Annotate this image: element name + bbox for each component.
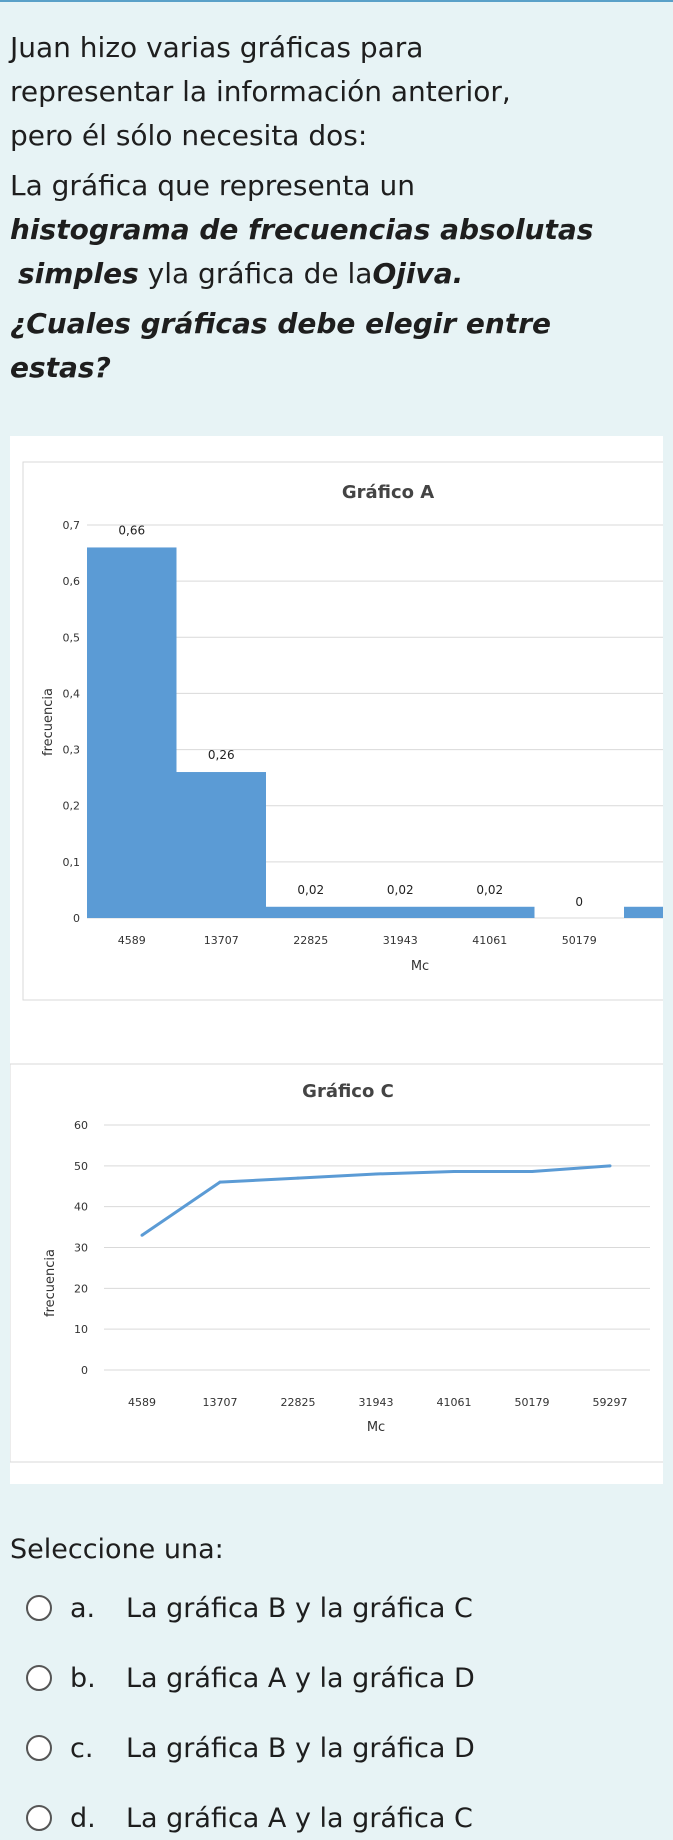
option-text: La gráfica B y la gráfica C bbox=[126, 1592, 473, 1624]
chart-c-ytick: 60 bbox=[74, 1119, 88, 1132]
question-line: representar la información anterior, bbox=[10, 75, 511, 108]
chart-c-ytick: 40 bbox=[74, 1201, 88, 1214]
chart-c-xtick: 50179 bbox=[515, 1396, 550, 1409]
chart-a-ylabel: frecuencia bbox=[41, 688, 56, 756]
chart-a-data-label: 0,02 bbox=[476, 883, 503, 897]
question-line: ¿Cuales gráficas debe elegir entre bbox=[10, 307, 552, 340]
chart-c-point bbox=[374, 1172, 378, 1176]
chart-a-data-label: 0 bbox=[575, 895, 583, 909]
chart-c-xtick: 22825 bbox=[281, 1396, 316, 1409]
select-prompt: Seleccione una: bbox=[10, 1534, 224, 1565]
chart-a-data-label: 0,02 bbox=[387, 883, 414, 897]
option-text: La gráfica B y la gráfica D bbox=[126, 1732, 475, 1764]
chart-a-xtick: 13707 bbox=[204, 934, 239, 947]
chart-c-xtick: 4589 bbox=[128, 1396, 156, 1409]
chart-c-title: Gráfico C bbox=[302, 1081, 394, 1102]
chart-c-ylabel: frecuencia bbox=[43, 1249, 58, 1317]
option-d[interactable]: d. La gráfica A y la gráfica C bbox=[26, 1796, 473, 1840]
option-text: La gráfica A y la gráfica C bbox=[126, 1802, 473, 1834]
question-line: simples yla gráfica de laOjiva. bbox=[10, 252, 660, 296]
chart-c-xlabel: Mc bbox=[367, 1420, 385, 1435]
chart-c-xtick: 31943 bbox=[359, 1396, 394, 1409]
emphasis-text: Ojiva. bbox=[372, 257, 464, 290]
chart-a-data-label: 0,66 bbox=[118, 523, 145, 537]
chart-c-xtick: 41061 bbox=[437, 1396, 472, 1409]
chart-a-ytick: 0,5 bbox=[63, 631, 81, 644]
chart-a-xlabel: Mc bbox=[411, 959, 429, 974]
top-border bbox=[0, 0, 673, 2]
option-letter: a. bbox=[70, 1592, 96, 1624]
chart-a-title: Gráfico A bbox=[342, 482, 434, 503]
chart-c-frame bbox=[10, 1063, 663, 1463]
chart-a-ytick: 0,2 bbox=[63, 800, 81, 813]
chart-c-point bbox=[452, 1170, 456, 1174]
chart-a-xtick: 41061 bbox=[472, 934, 507, 947]
radio-icon[interactable] bbox=[26, 1805, 52, 1831]
chart-a-xtick: 4589 bbox=[118, 934, 146, 947]
option-letter: c. bbox=[70, 1732, 94, 1764]
chart-a-bar bbox=[624, 906, 663, 918]
radio-icon[interactable] bbox=[26, 1735, 52, 1761]
chart-a-xtick: 50179 bbox=[562, 934, 597, 947]
plain-text: yla gráfica de la bbox=[138, 257, 373, 290]
chart-c-ytick: 10 bbox=[74, 1323, 88, 1336]
option-letter: b. bbox=[70, 1662, 96, 1694]
option-a[interactable]: a. La gráfica B y la gráfica C bbox=[26, 1586, 473, 1630]
chart-c: Gráfico C frecuencia Mc 0 10 20 30 40 50 60 458… bbox=[10, 1063, 663, 1463]
chart-a: Gráfico A frecuencia Mc 0 0,1 0,2 0,3 0,4 0,5… bbox=[22, 461, 663, 1001]
option-letter: d. bbox=[70, 1802, 96, 1834]
option-text: La gráfica A y la gráfica D bbox=[126, 1662, 475, 1694]
chart-a-ytick: 0 bbox=[73, 912, 80, 925]
chart-a-xtick: 31943 bbox=[383, 934, 418, 947]
chart-a-data-label: 0,02 bbox=[297, 883, 324, 897]
question-line: La gráfica que representa un bbox=[10, 169, 415, 202]
radio-icon[interactable] bbox=[26, 1665, 52, 1691]
chart-c-point bbox=[218, 1180, 222, 1184]
question-text: Juan hizo varias gráficas para represent… bbox=[10, 26, 660, 390]
chart-a-bar bbox=[355, 906, 445, 918]
chart-a-bar bbox=[445, 906, 535, 918]
chart-a-bar bbox=[266, 906, 356, 918]
chart-c-xtick: 13707 bbox=[203, 1396, 238, 1409]
chart-c-point bbox=[530, 1170, 534, 1174]
question-line: histograma de frecuencias absolutas bbox=[10, 213, 594, 246]
chart-a-ytick: 0,3 bbox=[63, 744, 81, 757]
chart-a-ytick: 0,6 bbox=[63, 575, 81, 588]
chart-c-xtick: 59297 bbox=[593, 1396, 628, 1409]
chart-a-ytick: 0,1 bbox=[63, 856, 81, 869]
chart-c-point bbox=[608, 1164, 612, 1168]
chart-c-ytick: 0 bbox=[81, 1364, 88, 1377]
chart-a-bar bbox=[176, 772, 266, 918]
chart-a-ytick: 0,4 bbox=[63, 687, 81, 700]
question-line: pero él sólo necesita dos: bbox=[10, 119, 368, 152]
chart-a-ytick: 0,7 bbox=[63, 519, 81, 532]
chart-c-point bbox=[140, 1233, 144, 1237]
question-line: Juan hizo varias gráficas para bbox=[10, 31, 424, 64]
chart-a-xtick: 22825 bbox=[293, 934, 328, 947]
chart-c-ytick: 30 bbox=[74, 1242, 88, 1255]
radio-icon[interactable] bbox=[26, 1595, 52, 1621]
option-b[interactable]: b. La gráfica A y la gráfica D bbox=[26, 1656, 475, 1700]
chart-a-bar bbox=[87, 547, 177, 918]
charts-panel: Gráfico A frecuencia Mc 0 0,1 0,2 0,3 0,4 0,5… bbox=[10, 436, 663, 1484]
option-c[interactable]: c. La gráfica B y la gráfica D bbox=[26, 1726, 475, 1770]
charts-image: Gráfico A frecuencia Mc 0 0,1 0,2 0,3 0,4 0,5… bbox=[10, 461, 663, 1463]
chart-c-ytick: 50 bbox=[74, 1160, 88, 1173]
question-line: estas? bbox=[10, 351, 111, 384]
chart-c-ytick: 20 bbox=[74, 1282, 88, 1295]
chart-a-data-label: 0,26 bbox=[208, 748, 235, 762]
chart-c-point bbox=[296, 1176, 300, 1180]
emphasis-text: simples bbox=[18, 257, 139, 290]
